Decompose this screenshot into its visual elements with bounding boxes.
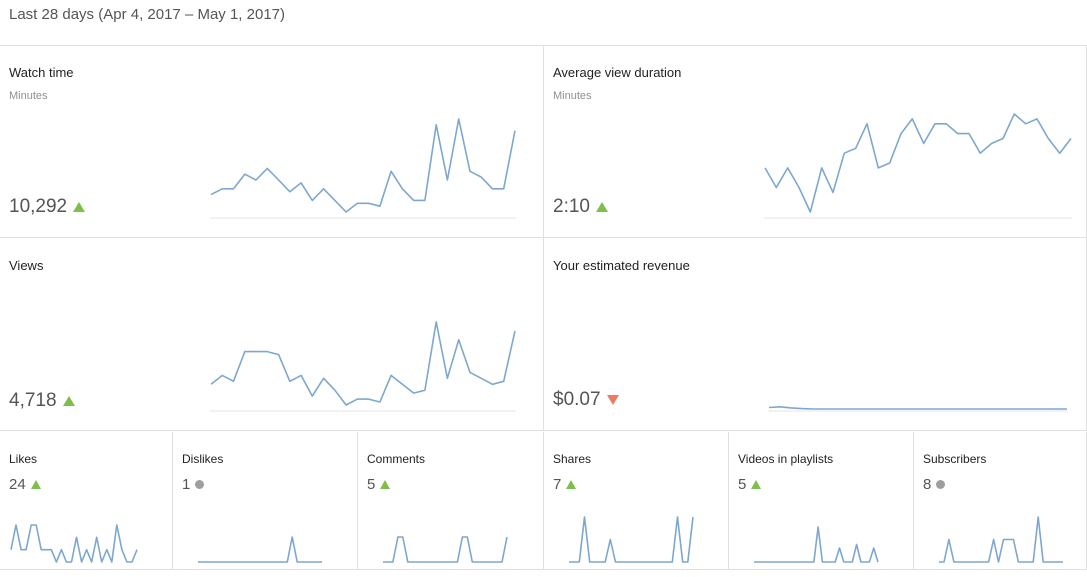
- metric-title: Watch time: [9, 65, 74, 80]
- metric-value-text: 5: [738, 476, 747, 493]
- sparkline-series: [383, 536, 508, 563]
- metric-unit: Minutes: [9, 90, 48, 102]
- metric-value-text: 7: [553, 476, 562, 493]
- metric-value: 4,718: [9, 390, 75, 412]
- dislikes-sparkline: [198, 536, 322, 563]
- comments-sparkline: [383, 536, 508, 563]
- metric-card-videos-in-playlists[interactable]: Videos in playlists 5: [729, 432, 914, 570]
- metric-value: 24: [9, 476, 41, 493]
- metric-value-text: 2:10: [553, 196, 590, 217]
- trend-up-icon: [595, 202, 608, 212]
- metric-value: $0.07: [553, 389, 619, 411]
- sparkline-series: [210, 321, 516, 406]
- videos-in-playlists-sparkline: [754, 526, 879, 563]
- metric-unit: Minutes: [553, 90, 592, 102]
- watch-time-sparkline: [210, 118, 516, 219]
- trend-up-icon: [30, 480, 41, 489]
- metric-value: 1: [182, 476, 205, 493]
- trend-up-icon: [751, 480, 762, 489]
- metric-value-text: 10,292: [9, 196, 68, 217]
- metric-value-text: 4,718: [9, 390, 57, 411]
- trend-up-icon: [566, 480, 577, 489]
- metric-card-likes[interactable]: Likes 24: [0, 432, 173, 570]
- estimated-revenue-sparkline: [768, 405, 1068, 412]
- sparkline-series: [10, 524, 138, 563]
- metric-value-text: 1: [182, 476, 191, 493]
- metric-value: 2:10: [553, 196, 608, 218]
- metric-card-average-view-duration[interactable]: Average view duration Minutes 2:10: [544, 45, 1087, 238]
- sparkline-series: [198, 536, 322, 563]
- sparkline-series: [764, 113, 1072, 213]
- average-view-duration-sparkline: [764, 113, 1072, 219]
- metric-card-shares[interactable]: Shares 7: [544, 432, 729, 570]
- metric-title: Views: [9, 258, 44, 273]
- sparkline-series: [939, 516, 1063, 563]
- metric-value: 7: [553, 476, 577, 493]
- trend-up-icon: [62, 396, 75, 406]
- metric-card-comments[interactable]: Comments 5: [358, 432, 544, 570]
- metric-card-estimated-revenue[interactable]: Your estimated revenue $0.07: [544, 238, 1087, 431]
- metric-value: 5: [738, 476, 762, 493]
- likes-sparkline: [10, 524, 138, 563]
- trend-down-icon: [606, 395, 619, 405]
- metric-title: Likes: [9, 452, 38, 466]
- sparkline-series: [754, 526, 879, 563]
- metric-value-text: 5: [367, 476, 376, 493]
- metric-card-views[interactable]: Views 4,718: [0, 238, 544, 431]
- metric-title: Subscribers: [923, 452, 987, 466]
- metric-card-subscribers[interactable]: Subscribers 8: [914, 432, 1087, 570]
- shares-sparkline: [569, 516, 694, 563]
- views-sparkline: [210, 321, 516, 412]
- metric-card-watch-time[interactable]: Watch time Minutes 10,292: [0, 45, 544, 238]
- sparkline-series: [569, 516, 694, 563]
- metric-title: Your estimated revenue: [553, 258, 690, 273]
- metric-title: Videos in playlists: [738, 452, 834, 466]
- trend-neutral-icon: [195, 480, 205, 489]
- metric-value-text: 8: [923, 476, 932, 493]
- metric-value: 10,292: [9, 196, 86, 218]
- metric-card-dislikes[interactable]: Dislikes 1: [173, 432, 358, 570]
- trend-up-icon: [380, 480, 391, 489]
- report-header: Last 28 days (Apr 4, 2017 – May 1, 2017): [0, 0, 1087, 46]
- date-range-label[interactable]: Last 28 days (Apr 4, 2017 – May 1, 2017): [9, 6, 285, 23]
- metric-value: 5: [367, 476, 391, 493]
- subscribers-sparkline: [939, 516, 1063, 563]
- trend-neutral-icon: [936, 480, 946, 489]
- trend-up-icon: [73, 202, 86, 212]
- metric-value-text: $0.07: [553, 389, 601, 410]
- metric-title: Average view duration: [553, 65, 682, 80]
- metric-title: Dislikes: [182, 452, 224, 466]
- metric-value: 8: [923, 476, 946, 493]
- metric-title: Shares: [553, 452, 592, 466]
- metric-title: Comments: [367, 452, 426, 466]
- sparkline-series: [210, 118, 516, 213]
- sparkline-series: [768, 405, 1067, 410]
- metric-value-text: 24: [9, 476, 26, 493]
